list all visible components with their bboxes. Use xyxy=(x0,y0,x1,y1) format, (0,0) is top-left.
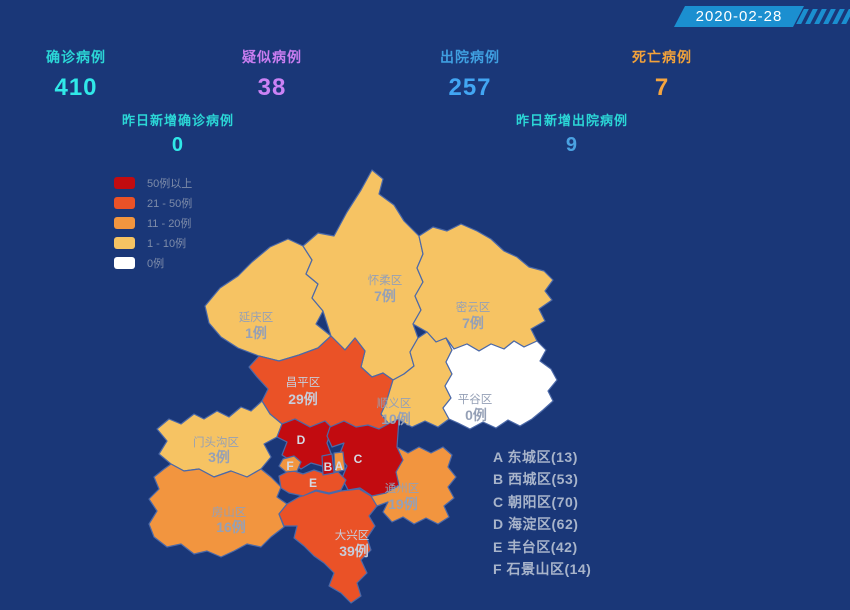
district-name: 延庆区 xyxy=(239,310,274,324)
district-xicheng[interactable] xyxy=(321,453,335,476)
district-name: 通州区 xyxy=(385,482,420,495)
district-pinggu[interactable] xyxy=(442,337,558,430)
district-shijingshan[interactable] xyxy=(278,455,302,473)
district-label-miyun: 密云区 7例 xyxy=(456,300,491,331)
district-letter-b: B xyxy=(324,460,333,474)
district-label-tongzhou: 通州区 19例 xyxy=(385,482,420,512)
district-letter-e: E xyxy=(309,476,317,490)
district-name: 平谷区 xyxy=(458,393,493,406)
stat-new-discharged: 昨日新增出院病例 9 xyxy=(516,110,628,157)
district-cases: 10例 xyxy=(381,411,411,427)
legend-label: 1 - 10例 xyxy=(147,237,187,250)
district-cases: 1例 xyxy=(245,325,267,341)
list-item-xicheng: B 西城区(53) xyxy=(493,471,579,488)
stat-deaths-label: 死亡病例 xyxy=(632,49,692,65)
district-label-changping: 昌平区 29例 xyxy=(286,376,321,407)
stat-discharged-value: 257 xyxy=(448,74,492,101)
stat-confirmed-label: 确诊病例 xyxy=(46,49,106,65)
stat-discharged: 出院病例 257 xyxy=(440,47,500,102)
district-name: 密云区 xyxy=(456,300,491,314)
stat-discharged-label: 出院病例 xyxy=(440,49,500,65)
district-cases: 0例 xyxy=(465,407,487,423)
legend-item-0[interactable]: 0例 xyxy=(114,256,192,270)
legend-swatch-11-20 xyxy=(114,216,135,229)
district-cases: 7例 xyxy=(462,315,484,331)
legend-item-50plus[interactable]: 50例以上 xyxy=(114,176,193,190)
district-label-huairou: 怀柔区 7例 xyxy=(368,274,403,304)
district-fangshan[interactable] xyxy=(148,463,288,558)
date-banner: 2020-02-28 xyxy=(674,6,804,27)
district-name: 顺义区 xyxy=(377,397,412,410)
stat-deaths-value: 7 xyxy=(654,74,670,101)
district-label-shunyi: 顺义区 10例 xyxy=(377,397,412,427)
district-cases: 29例 xyxy=(288,391,318,407)
district-cases: 16例 xyxy=(216,519,246,535)
district-miyun[interactable] xyxy=(412,223,554,352)
stat-new-confirmed-label: 昨日新增确诊病例 xyxy=(121,113,235,128)
list-item-haidian: D 海淀区(62) xyxy=(493,516,579,533)
district-label-yanqing: 延庆区 1例 xyxy=(239,310,274,341)
district-cases: 3例 xyxy=(208,449,230,465)
legend-item-11-20[interactable]: 11 - 20例 xyxy=(114,216,192,230)
district-label-daxing: 大兴区 39例 xyxy=(335,528,370,559)
district-cases: 7例 xyxy=(374,288,396,304)
stat-new-discharged-label: 昨日新增出院病例 xyxy=(515,113,629,128)
district-chaoyang[interactable] xyxy=(326,418,404,497)
stat-new-confirmed-value: 0 xyxy=(171,134,185,156)
district-name: 房山区 xyxy=(212,506,247,519)
stat-suspected: 疑似病例 38 xyxy=(242,47,302,102)
stat-confirmed: 确诊病例 410 xyxy=(46,47,106,102)
legend-swatch-1-10 xyxy=(114,236,135,249)
legend-swatch-0 xyxy=(114,256,135,269)
district-label-mentougou: 门头沟区 3例 xyxy=(193,435,239,465)
district-name: 大兴区 xyxy=(335,528,370,542)
list-item-dongcheng: A 东城区(13) xyxy=(493,449,578,465)
district-label-pinggu: 平谷区 0例 xyxy=(458,393,493,423)
district-name: 昌平区 xyxy=(286,376,321,389)
stat-suspected-label: 疑似病例 xyxy=(242,49,302,65)
district-cases: 39例 xyxy=(339,543,369,559)
district-cases: 19例 xyxy=(388,496,418,512)
district-label-fangshan: 房山区 16例 xyxy=(212,506,247,535)
district-fengtai[interactable] xyxy=(278,469,347,497)
district-letter-d: D xyxy=(297,433,306,447)
map-legend: 50例以上 21 - 50例 11 - 20例 1 - 10例 0例 xyxy=(114,176,192,276)
district-letter-a: A xyxy=(335,459,344,473)
stat-suspected-value: 38 xyxy=(257,74,287,101)
district-dongcheng[interactable] xyxy=(333,451,346,473)
legend-swatch-21-50 xyxy=(114,196,135,209)
list-item-shijingshan: F 石景山区(14) xyxy=(493,560,592,577)
legend-item-21-50[interactable]: 21 - 50例 xyxy=(114,196,193,210)
stat-new-discharged-value: 9 xyxy=(565,134,579,156)
stat-new-confirmed: 昨日新增确诊病例 0 xyxy=(122,110,234,157)
lettered-district-list: A 东城区(13) B 西城区(53) C 朝阳区(70) D 海淀区(62) … xyxy=(493,446,591,580)
list-item-fengtai: E 丰台区(42) xyxy=(493,538,578,555)
district-name: 怀柔区 xyxy=(368,274,403,287)
legend-label: 11 - 20例 xyxy=(147,217,192,230)
district-name: 门头沟区 xyxy=(193,435,239,449)
legend-swatch-50plus xyxy=(114,176,135,189)
legend-item-1-10[interactable]: 1 - 10例 xyxy=(114,236,192,250)
district-letter-f: F xyxy=(286,459,293,473)
stat-deaths: 死亡病例 7 xyxy=(632,47,692,102)
legend-label: 50例以上 xyxy=(147,177,193,190)
list-item-chaoyang: C 朝阳区(70) xyxy=(493,493,579,510)
legend-label: 0例 xyxy=(147,257,165,270)
stat-confirmed-value: 410 xyxy=(54,74,98,101)
legend-label: 21 - 50例 xyxy=(147,197,193,210)
district-letter-c: C xyxy=(354,452,363,466)
